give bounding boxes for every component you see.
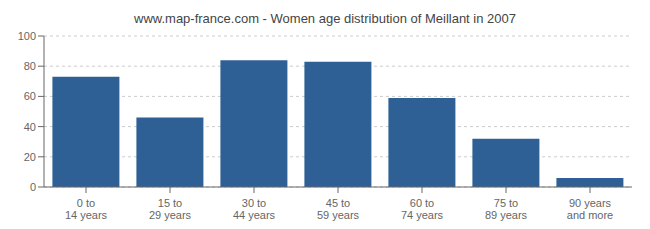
svg-text:20: 20 xyxy=(24,151,36,163)
svg-text:75 to89 years: 75 to89 years xyxy=(485,197,528,221)
svg-text:60 to74 years: 60 to74 years xyxy=(401,197,444,221)
html-text:www.map-france.com - Women age: www.map-france.com - Women age distribut… xyxy=(134,11,516,26)
svg-text:60: 60 xyxy=(24,90,36,102)
svg-text:15 to29 years: 15 to29 years xyxy=(149,197,192,221)
svg-text:80: 80 xyxy=(24,60,36,72)
svg-text:0: 0 xyxy=(30,181,36,193)
svg-text:100: 100 xyxy=(18,30,36,42)
svg-text:45 to59 years: 45 to59 years xyxy=(317,197,360,221)
svg-text:30 to44 years: 30 to44 years xyxy=(233,197,276,221)
svg-text:0 to14 years: 0 to14 years xyxy=(65,197,108,221)
svg-text:90 yearsand more: 90 yearsand more xyxy=(567,197,613,221)
svg-text:40: 40 xyxy=(24,121,36,133)
